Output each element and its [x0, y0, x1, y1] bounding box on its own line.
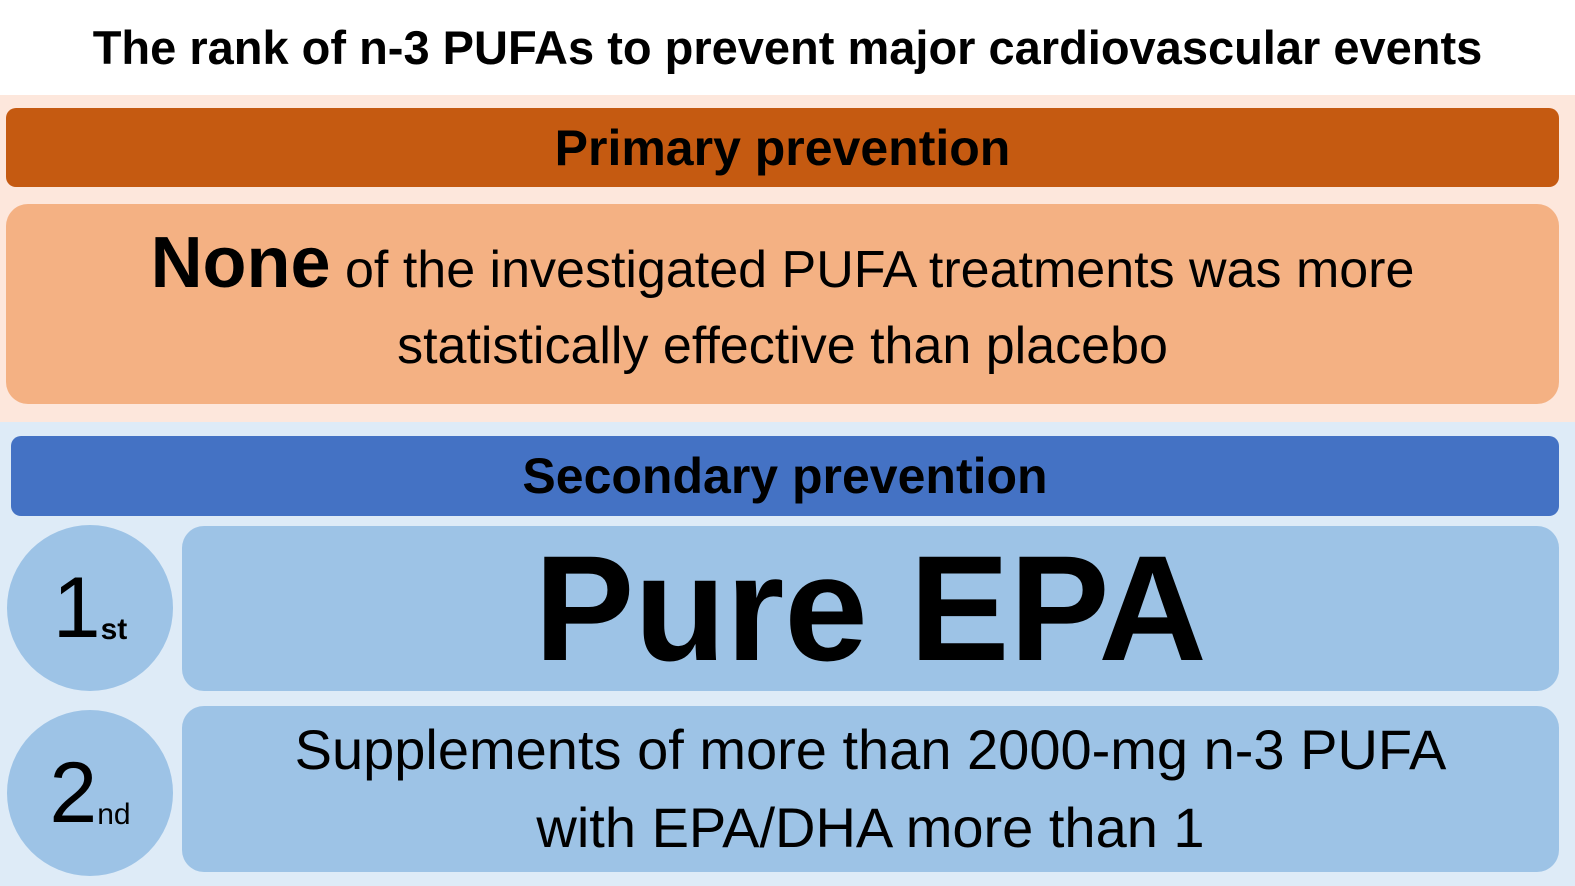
rank-suffix: nd	[97, 798, 131, 831]
rank-1-treatment: Pure EPA	[182, 524, 1559, 692]
finding-line-1: None of the investigated PUFA treatments…	[151, 225, 1415, 308]
primary-prevention-heading: Primary prevention	[6, 108, 1559, 187]
diagram-title: The rank of n-3 PUFAs to prevent major c…	[92, 21, 1483, 74]
rank-2-line-2: with EPA/DHA more than 1	[536, 796, 1205, 859]
rank-number: 2	[49, 745, 98, 841]
finding-line-1-rest: of the investigated PUFA treatments was …	[330, 240, 1415, 299]
secondary-prevention-heading: Secondary prevention	[11, 436, 1559, 516]
finding-emphasis: None	[150, 222, 331, 303]
rank-suffix: st	[100, 613, 128, 646]
finding-line-2: statistically effective than placebo	[397, 316, 1168, 375]
rank-2-line-1: Supplements of more than 2000-mg n-3 PUF…	[294, 718, 1447, 781]
primary-prevention-finding: None of the investigated PUFA treatments…	[6, 204, 1559, 404]
rank-number: 1	[52, 560, 101, 656]
rank-2-treatment: Supplements of more than 2000-mg n-3 PUF…	[182, 706, 1559, 872]
